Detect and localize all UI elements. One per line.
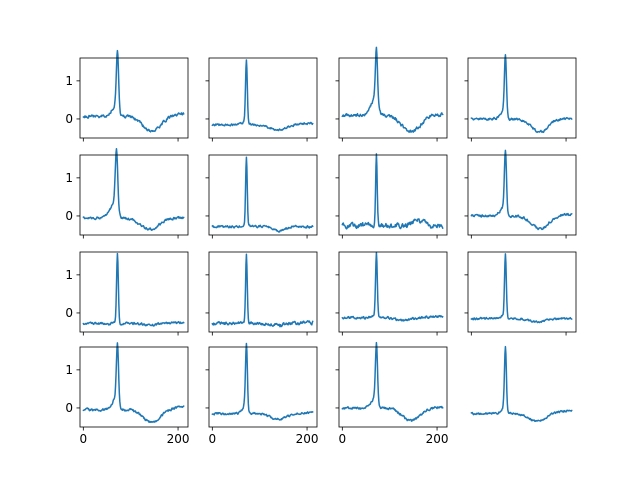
- subplot-8: [464, 149, 577, 239]
- axes-frame-7: [338, 154, 448, 236]
- subplot-10: [205, 251, 318, 336]
- x-tick-label: 0: [338, 432, 346, 446]
- series-line-11: [341, 251, 444, 322]
- subplot-5: 01: [65, 147, 189, 239]
- axes-frame-5: [79, 154, 189, 236]
- y-tick-label: 0: [65, 306, 73, 320]
- subplot-3: [335, 46, 448, 142]
- series-line-10: [211, 253, 314, 328]
- subplot-15: 0 200: [335, 341, 449, 446]
- y-tick-label: 1: [65, 171, 73, 185]
- y-tick-label: 0: [65, 401, 73, 415]
- x-tick-label: 200: [426, 432, 449, 446]
- y-tick-label: 1: [65, 363, 73, 377]
- subplot-1: 01: [65, 49, 189, 142]
- axes-frame-8: [467, 154, 577, 236]
- axes-frame-4: [467, 57, 577, 139]
- axes-frame-6: [208, 154, 318, 236]
- series-line-13: [82, 342, 185, 424]
- subplot-14: 0 200: [205, 342, 319, 446]
- series-line-2: [211, 59, 314, 132]
- axes-frame-13: [79, 346, 189, 428]
- subplot-7: [335, 153, 448, 239]
- series-line-8: [470, 149, 573, 231]
- subplot-13: 0 200 0 1: [65, 342, 190, 446]
- x-tick-label: 0: [79, 432, 87, 446]
- axes-frame-15: [338, 346, 448, 428]
- series-line-4: [470, 54, 573, 134]
- series-line-6: [211, 156, 314, 233]
- subplot-11: [335, 251, 448, 336]
- axes-frame-2: [208, 57, 318, 139]
- series-line-15: [341, 341, 444, 422]
- axes-frame-9: [79, 251, 189, 333]
- axes-frame-11: [338, 251, 448, 333]
- y-tick-label: 1: [65, 74, 73, 88]
- series-line-5: [82, 147, 185, 231]
- subplot-2: [205, 57, 318, 142]
- series-line-12: [470, 253, 573, 324]
- series-line-9: [82, 252, 185, 327]
- series-line-3: [341, 46, 444, 133]
- y-tick-label: 1: [65, 268, 73, 282]
- subplot-9: 01: [65, 251, 189, 336]
- subplot-6: [205, 154, 318, 239]
- subplot-16: [470, 345, 573, 422]
- series-line-14: [211, 342, 314, 421]
- x-tick-label: 200: [296, 432, 319, 446]
- y-tick-label: 0: [65, 112, 73, 126]
- y-tick-label: 0: [65, 209, 73, 223]
- axes-frame-14: [208, 346, 318, 428]
- subplot-4: [464, 54, 577, 142]
- series-line-16: [470, 345, 573, 422]
- axes-frame-12: [467, 251, 577, 333]
- axes-frame-1: [79, 57, 189, 139]
- subplot-12: [464, 251, 577, 336]
- x-tick-label: 200: [167, 432, 190, 446]
- axes-frame-3: [338, 57, 448, 139]
- x-tick-label: 0: [208, 432, 216, 446]
- series-line-1: [82, 49, 185, 133]
- axes-frame-10: [208, 251, 318, 333]
- series-line-7: [341, 153, 444, 230]
